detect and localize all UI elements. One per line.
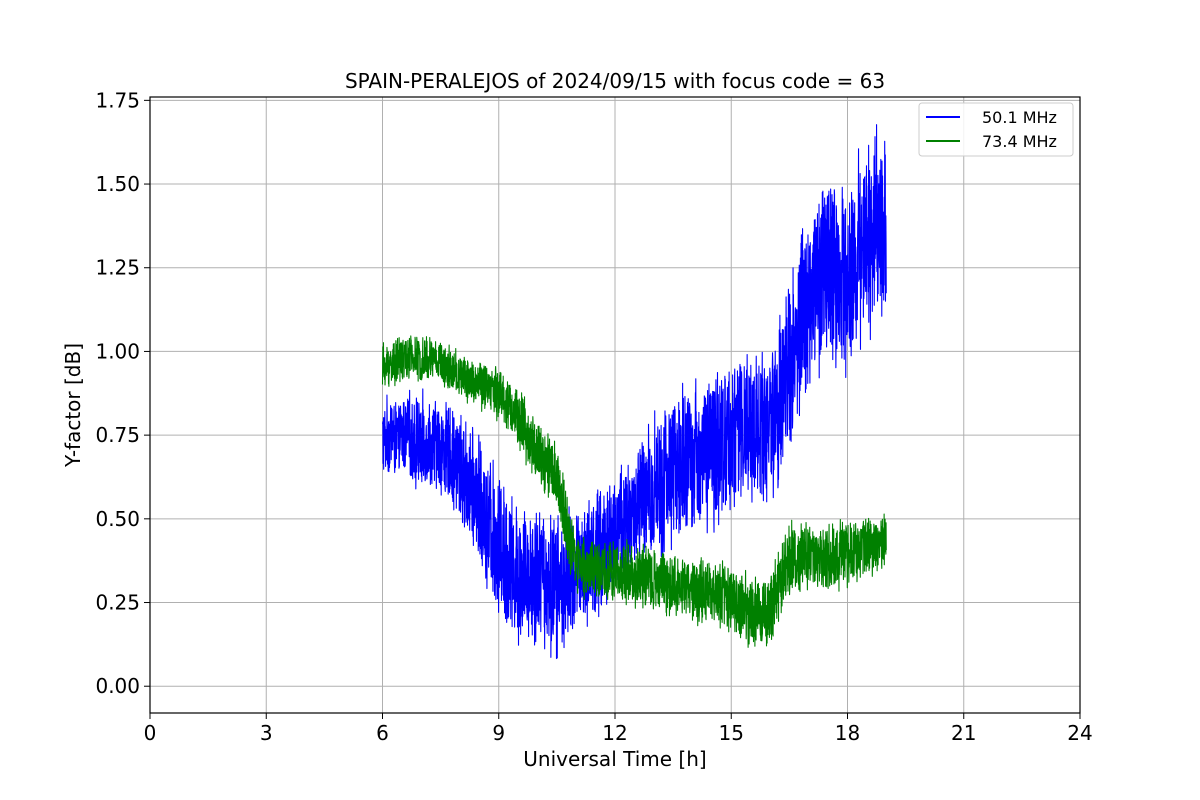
y-tick-label: 0.50	[95, 507, 140, 531]
series-line-50-1-mhz	[381, 124, 887, 660]
x-axis-label: Universal Time [h]	[523, 747, 706, 771]
x-tick-label: 18	[835, 721, 860, 745]
legend: 50.1 MHz 73.4 MHz	[918, 102, 1074, 157]
x-tick-label: 0	[144, 721, 157, 745]
legend-label-50-1-mhz: 50.1 MHz	[982, 108, 1057, 127]
grid-lines	[149, 97, 1081, 713]
y-tick-label: 0.75	[95, 423, 140, 447]
y-tick-label: 1.75	[95, 88, 140, 112]
y-tick-label: 0.00	[95, 674, 140, 698]
x-tick-label: 3	[260, 721, 273, 745]
y-tick-label: 1.00	[95, 339, 140, 363]
x-tick-label: 12	[602, 721, 627, 745]
x-axis-ticks: 0 3 6 9 12 15 18 21 24	[144, 713, 1093, 745]
x-tick-label: 9	[492, 721, 505, 745]
x-tick-label: 24	[1067, 721, 1092, 745]
series-layer	[381, 124, 887, 660]
series-line-73-4-mhz	[381, 335, 887, 648]
legend-label-73-4-mhz: 73.4 MHz	[982, 132, 1057, 151]
y-tick-label: 0.25	[95, 591, 140, 615]
chart-title: SPAIN-PERALEJOS of 2024/09/15 with focus…	[345, 69, 885, 93]
y-axis-ticks: 0.00 0.25 0.50 0.75 1.00 1.25 1.50 1.75	[95, 88, 150, 698]
x-tick-label: 21	[951, 721, 976, 745]
y-axis-label: Y-factor [dB]	[61, 343, 85, 468]
y-tick-label: 1.25	[95, 256, 140, 280]
x-tick-label: 15	[719, 721, 744, 745]
y-tick-label: 1.50	[95, 172, 140, 196]
x-tick-label: 6	[376, 721, 389, 745]
